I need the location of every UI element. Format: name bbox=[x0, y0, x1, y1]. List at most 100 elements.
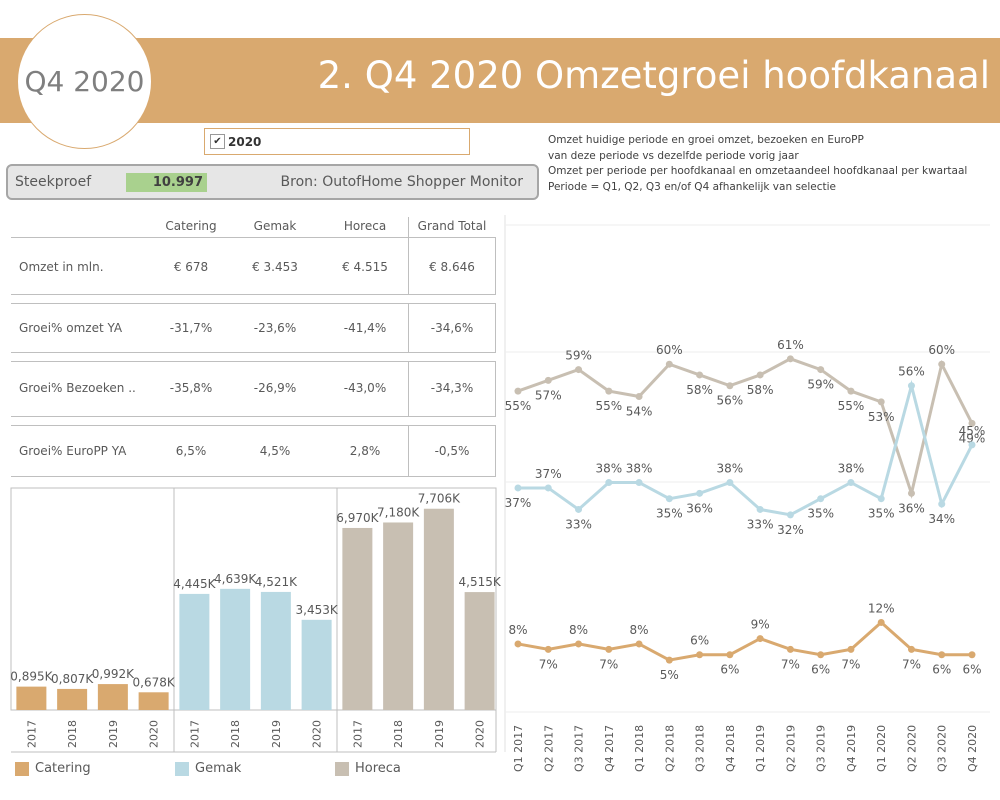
data-point bbox=[726, 651, 734, 659]
data-point bbox=[847, 645, 855, 653]
data-label: 7% bbox=[599, 657, 618, 671]
description-line: Periode = Q1, Q2, Q3 en/of Q4 afhankelij… bbox=[548, 180, 837, 193]
table-cell: € 8.646 bbox=[429, 260, 475, 274]
data-label: 57% bbox=[535, 388, 562, 402]
data-point bbox=[786, 355, 794, 363]
page-title: 2. Q4 2020 Omzetgroei hoofdkanaal bbox=[317, 54, 990, 97]
data-point bbox=[544, 645, 552, 653]
data-label: 56% bbox=[898, 365, 925, 379]
data-label: 59% bbox=[807, 378, 834, 392]
data-point bbox=[696, 651, 704, 659]
checkbox-checked-icon[interactable]: ✔ bbox=[210, 134, 225, 149]
data-label: 36% bbox=[898, 501, 925, 515]
x-tick-label: 2020 bbox=[474, 720, 487, 748]
sample-panel: Steekproef 10.997 Bron: OutofHome Shoppe… bbox=[6, 164, 539, 200]
table-cell: -41,4% bbox=[343, 321, 387, 335]
x-tick-label: 2020 bbox=[311, 720, 324, 748]
legend-label: Gemak bbox=[195, 761, 242, 776]
data-point bbox=[817, 366, 825, 374]
header-banner bbox=[0, 38, 1000, 123]
kpi-row-omzet: Omzet in mln. € 678 € 3.453 € 4.515 € 8.… bbox=[11, 237, 496, 295]
data-point bbox=[635, 392, 643, 400]
table-cell: -26,9% bbox=[253, 381, 297, 395]
data-point bbox=[726, 479, 734, 487]
data-label: 6% bbox=[962, 663, 981, 677]
description-line: van deze periode vs dezelfde periode vor… bbox=[548, 149, 799, 162]
data-point bbox=[575, 640, 583, 648]
data-point bbox=[544, 376, 552, 384]
data-label: 6% bbox=[932, 663, 951, 677]
data-label: 7% bbox=[539, 657, 558, 671]
data-label: 4,445K bbox=[173, 577, 216, 591]
series-line bbox=[517, 620, 972, 662]
kpi-row-groei-omzet: Groei% omzet YA -31,7% -23,6% -41,4% -34… bbox=[11, 303, 496, 353]
data-point bbox=[514, 640, 522, 648]
data-label: 54% bbox=[626, 404, 653, 418]
table-cell: -34,3% bbox=[430, 381, 474, 395]
data-label: 6,970K bbox=[336, 511, 379, 525]
data-point bbox=[665, 656, 673, 664]
x-tick-label: 2019 bbox=[270, 720, 283, 748]
x-tick-label: Q2 2019 bbox=[784, 725, 797, 772]
legend-item-catering: Catering bbox=[15, 761, 91, 776]
x-tick-label: Q3 2019 bbox=[815, 725, 828, 772]
data-point bbox=[907, 489, 915, 497]
data-point bbox=[605, 479, 613, 487]
x-tick-label: Q1 2020 bbox=[875, 725, 888, 772]
data-point bbox=[756, 371, 764, 379]
bar bbox=[179, 593, 210, 710]
x-tick-label: Q4 2018 bbox=[724, 725, 737, 772]
data-point bbox=[726, 382, 734, 390]
data-point bbox=[665, 360, 673, 368]
kpi-table: Catering Gemak Horeca Grand Total Omzet … bbox=[11, 215, 496, 477]
legend-item-gemak: Gemak bbox=[175, 761, 241, 776]
chart-description: Omzet huidige periode en groei omzet, be… bbox=[548, 133, 967, 195]
data-label: 6% bbox=[811, 663, 830, 677]
x-tick-label: Q2 2017 bbox=[542, 725, 555, 772]
data-point bbox=[696, 489, 704, 497]
data-point bbox=[605, 645, 613, 653]
legend-swatch bbox=[15, 761, 29, 776]
data-label: 37% bbox=[505, 496, 532, 510]
bar bbox=[301, 619, 332, 710]
row-label: Omzet in mln. bbox=[19, 260, 104, 274]
year-filter[interactable]: ✔ 2020 bbox=[204, 128, 470, 155]
data-label: 58% bbox=[747, 383, 774, 397]
period-badge: Q4 2020 bbox=[17, 14, 152, 149]
year-filter-label: 2020 bbox=[228, 134, 262, 149]
data-point bbox=[605, 387, 613, 395]
data-point bbox=[756, 635, 764, 643]
data-label: 36% bbox=[686, 501, 713, 515]
data-label: 0,678K bbox=[133, 675, 176, 689]
data-label: 56% bbox=[717, 394, 744, 408]
data-point bbox=[696, 371, 704, 379]
bar bbox=[342, 527, 373, 710]
data-point bbox=[938, 651, 946, 659]
column-header-gemak: Gemak bbox=[253, 219, 297, 233]
data-label: 53% bbox=[868, 410, 895, 424]
data-label: 7% bbox=[902, 657, 921, 671]
table-cell: -43,0% bbox=[343, 381, 387, 395]
data-point bbox=[968, 651, 976, 659]
x-tick-label: Q1 2017 bbox=[512, 725, 525, 772]
x-tick-label: 2018 bbox=[66, 720, 79, 748]
x-tick-label: 2017 bbox=[25, 720, 38, 748]
x-tick-label: 2019 bbox=[107, 720, 120, 748]
x-tick-label: Q1 2019 bbox=[754, 725, 767, 772]
data-point bbox=[665, 495, 673, 503]
data-label: 38% bbox=[626, 462, 653, 476]
data-label: 8% bbox=[630, 623, 649, 637]
data-point bbox=[968, 441, 976, 449]
data-point bbox=[575, 505, 583, 513]
data-label: 55% bbox=[838, 399, 865, 413]
sample-label: Steekproef bbox=[15, 174, 92, 190]
data-point bbox=[877, 495, 885, 503]
data-label: 7,706K bbox=[418, 492, 461, 506]
legend-label: Horeca bbox=[355, 761, 401, 776]
legend-label: Catering bbox=[35, 761, 91, 776]
data-label: 38% bbox=[595, 462, 622, 476]
data-label: 60% bbox=[656, 343, 683, 357]
x-tick-label: 2017 bbox=[351, 720, 364, 748]
x-tick-label: 2017 bbox=[188, 720, 201, 748]
